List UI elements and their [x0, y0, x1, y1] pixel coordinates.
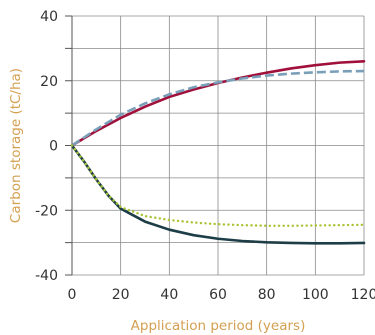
x-tick-label: 20: [112, 287, 130, 303]
y-tick-label: 0: [49, 139, 58, 155]
y-tick-label: 40: [40, 9, 58, 25]
x-tick-label: 40: [160, 287, 178, 303]
tick-labels: 0 20 40 60 80 100 120 -40 -20 0 20 40: [35, 9, 375, 303]
y-axis-title: Carbon storage (tC/ha): [8, 68, 24, 223]
y-tick-label: 20: [40, 74, 58, 90]
x-tick-label: 0: [68, 287, 77, 303]
x-axis-title: Application period (years): [131, 318, 306, 334]
x-tick-label: 60: [209, 287, 227, 303]
y-tick-label: -40: [35, 268, 58, 284]
grid-lines: [72, 16, 364, 275]
x-tick-label: 120: [351, 287, 375, 303]
x-tick-label: 100: [302, 287, 329, 303]
x-tick-label: 80: [258, 287, 276, 303]
y-tick-label: -20: [35, 203, 58, 219]
